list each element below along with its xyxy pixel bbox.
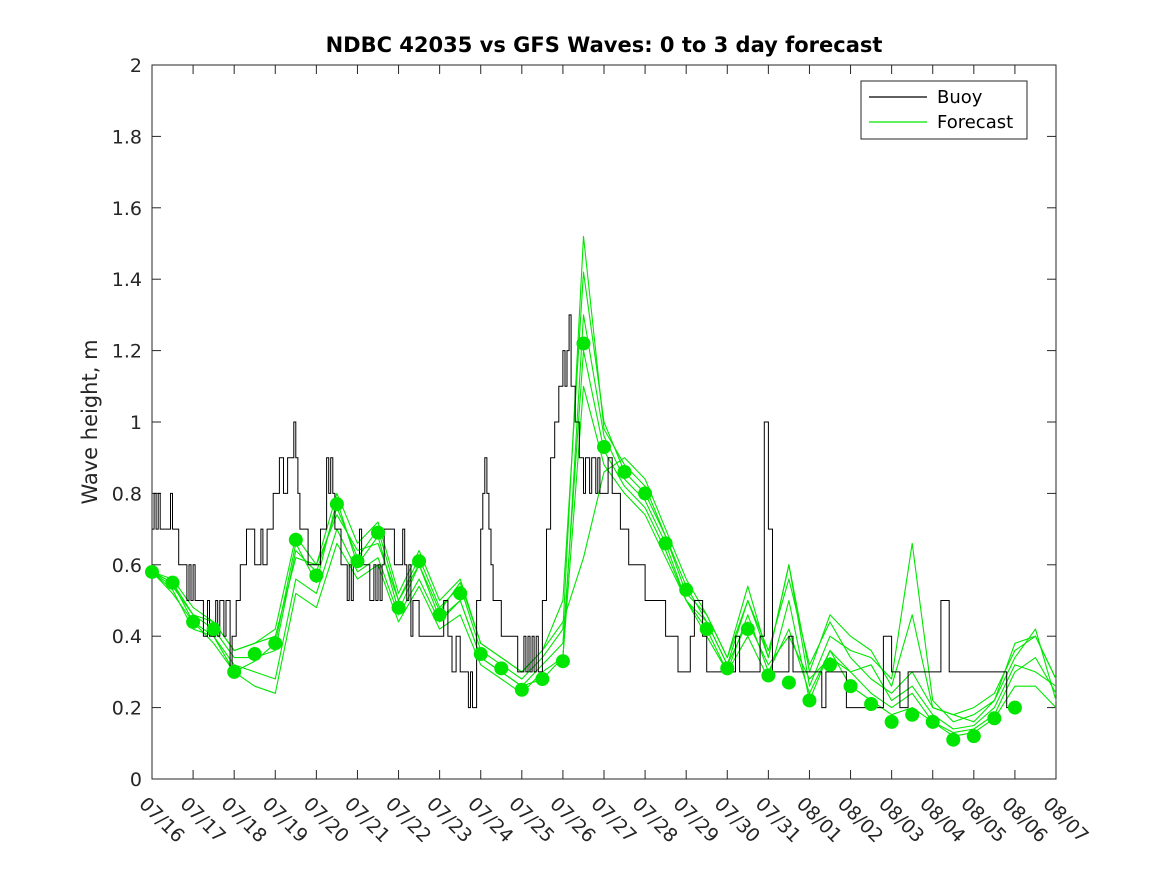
forecast-point	[206, 622, 221, 637]
y-tick-label: 0.2	[112, 698, 142, 720]
forecast-point	[412, 554, 427, 569]
forecast-point	[905, 707, 920, 722]
forecast-point	[740, 622, 755, 637]
forecast-point	[823, 657, 837, 672]
forecast-point	[699, 622, 714, 637]
forecast-point	[781, 675, 796, 690]
forecast-point	[329, 497, 344, 512]
forecast-point	[288, 532, 303, 547]
forecast-point	[247, 647, 262, 662]
y-tick-label: 0	[130, 769, 142, 791]
forecast-series-line	[151, 314, 1057, 730]
forecast-series-line	[151, 457, 1057, 716]
forecast-point	[720, 661, 735, 676]
forecast-point	[576, 336, 591, 351]
forecast-point	[473, 647, 488, 662]
legend: Buoy Forecast	[860, 80, 1028, 140]
forecast-point	[864, 697, 879, 712]
y-tick-label: 0.4	[112, 626, 142, 648]
forecast-point	[658, 536, 673, 551]
forecast-point	[165, 575, 180, 590]
forecast-point	[432, 607, 447, 622]
y-tick-label: 1.4	[112, 269, 142, 291]
forecast-point	[391, 600, 406, 615]
y-tick-label: 0.8	[112, 483, 142, 505]
legend-label: Forecast	[937, 112, 1013, 133]
legend-label: Buoy	[937, 87, 983, 108]
y-tick-label: 1	[130, 412, 142, 434]
y-tick-label: 2	[130, 55, 142, 77]
y-tick-label: 0.6	[112, 555, 142, 577]
forecast-point	[350, 554, 365, 569]
forecast-series-line	[151, 385, 1057, 737]
y-tick-label: 1.2	[112, 341, 142, 363]
forecast-point	[843, 679, 858, 694]
forecast-point	[186, 614, 201, 629]
forecast-point	[555, 654, 570, 669]
forecast-point	[1007, 700, 1022, 715]
forecast-point	[268, 636, 283, 651]
forecast-point	[227, 664, 242, 679]
y-tick-label: 1.8	[112, 126, 142, 148]
forecast-point	[597, 439, 611, 454]
y-axis-label: Wave height, m	[78, 339, 102, 504]
forecast-point	[309, 568, 324, 583]
forecast-point	[617, 464, 632, 479]
chart-title: NDBC 42035 vs GFS Waves: 0 to 3 day fore…	[326, 33, 883, 57]
forecast-point	[802, 693, 817, 708]
forecast-point	[679, 582, 694, 597]
forecast-point	[453, 586, 468, 601]
forecast-point	[638, 486, 653, 501]
forecast-point	[535, 672, 550, 687]
y-tick-label: 1.6	[112, 198, 142, 220]
forecast-point	[925, 714, 940, 729]
forecast-point	[494, 661, 509, 676]
forecast-point	[145, 564, 159, 579]
forecast-point	[761, 668, 776, 683]
forecast-series-line	[151, 271, 1057, 723]
forecast-point	[966, 729, 981, 744]
legend-box	[860, 80, 1028, 140]
forecast-point	[987, 711, 1002, 726]
forecast-point	[514, 682, 529, 697]
forecast-point	[371, 525, 385, 540]
buoy-series-line	[152, 314, 1015, 709]
forecast-point	[946, 732, 961, 747]
forecast-point	[884, 714, 899, 729]
